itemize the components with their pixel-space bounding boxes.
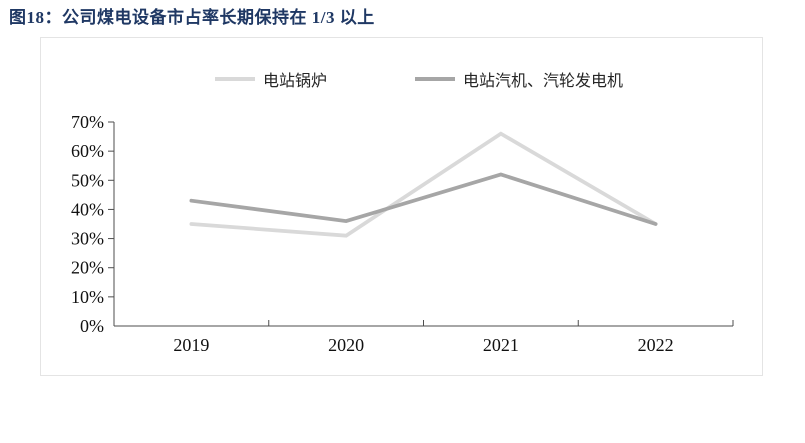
svg-text:70%: 70% [71,112,104,132]
svg-text:60%: 60% [71,141,104,161]
legend-label-boiler: 电站锅炉 [263,73,328,90]
svg-text:20%: 20% [71,258,104,278]
legend-swatch-turbine [415,77,455,81]
svg-text:2020: 2020 [328,335,364,355]
svg-text:10%: 10% [71,287,104,307]
svg-text:30%: 30% [71,229,104,249]
legend-label-turbine: 电站汽机、汽轮发电机 [463,73,624,90]
figure-title: 图18：公司煤电设备市占率长期保持在 1/3 以上 [9,8,375,27]
chart-panel: 0% 10% 20% 30% 40% 50% 60% 70% 2019 2020 2021 2022 … [40,37,763,376]
legend-item-turbine: 电站汽机、汽轮发电机 [415,69,624,90]
legend-swatch-boiler [215,77,255,81]
svg-text:2022: 2022 [638,335,674,355]
svg-text:0%: 0% [80,316,104,336]
figure-caption-bar: 图18：公司煤电设备市占率长期保持在 1/3 以上 [0,0,805,31]
svg-text:2021: 2021 [483,335,519,355]
legend-item-boiler: 电站锅炉 [215,69,328,90]
svg-text:2019: 2019 [173,335,209,355]
line-chart: 0% 10% 20% 30% 40% 50% 60% 70% 2019 2020 2021 2022 [71,112,734,355]
svg-text:50%: 50% [71,170,104,190]
svg-text:40%: 40% [71,199,104,219]
